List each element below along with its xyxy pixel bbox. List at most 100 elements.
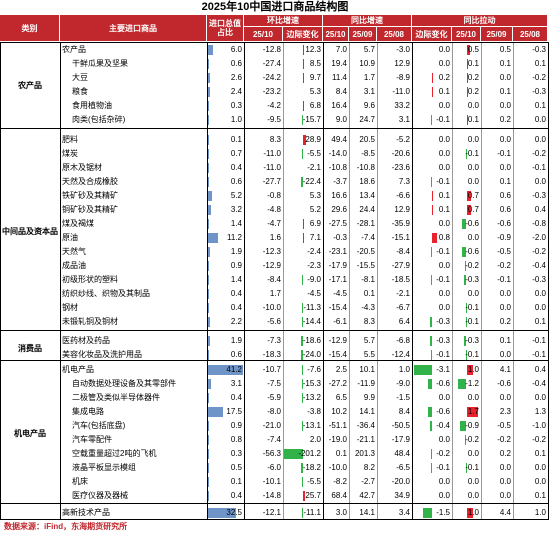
value-p1: 0.0 <box>467 101 479 110</box>
product-name: 肉类(包括杂碎) <box>72 115 126 124</box>
value-momchg: -15.3 <box>302 379 321 388</box>
value-pchg: -0.6 <box>436 379 450 388</box>
value-momchg: -22.4 <box>302 177 321 186</box>
grid-line <box>0 330 549 331</box>
value-y3: -6.8 <box>396 336 410 345</box>
value-bar <box>303 233 304 243</box>
value-bar <box>208 135 209 145</box>
value-y2: 20.5 <box>359 135 375 144</box>
grid-line <box>349 42 350 519</box>
value-bar <box>208 421 209 431</box>
value-share: 0.9 <box>230 261 242 270</box>
value-p3: -0.4 <box>532 261 546 270</box>
value-y1: -15.4 <box>328 303 347 312</box>
product-name: 高新技术产品 <box>62 508 110 517</box>
product-name: 粮食 <box>72 87 88 96</box>
value-share: 0.1 <box>230 135 242 144</box>
value-bar <box>284 449 303 459</box>
value-bar <box>301 393 303 403</box>
grid-line <box>412 42 413 519</box>
value-share: 1.0 <box>230 115 242 124</box>
value-y1: 16.6 <box>331 191 347 200</box>
value-share: 17.5 <box>226 407 242 416</box>
value-bar <box>208 365 243 375</box>
value-p3: 1.3 <box>534 407 546 416</box>
value-momchg: -24.0 <box>302 350 321 359</box>
value-p2: 0.0 <box>499 477 511 486</box>
header-yoy-2510: 25/10 <box>323 27 348 41</box>
grid-line <box>244 42 245 519</box>
value-momchg: -15.7 <box>302 115 321 124</box>
product-name: 医药材及药品 <box>62 336 110 345</box>
value-share: 0.3 <box>230 449 242 458</box>
value-momchg: 5.2 <box>309 205 321 214</box>
value-p3: -0.2 <box>532 435 546 444</box>
value-p1: 0.0 <box>467 177 479 186</box>
grid-line <box>283 42 284 519</box>
value-y3: -50.5 <box>391 421 410 430</box>
value-bar <box>464 275 467 285</box>
value-share: 0.7 <box>230 149 242 158</box>
value-bar <box>465 350 467 360</box>
value-bar <box>430 449 432 459</box>
value-p3: 0.0 <box>534 303 546 312</box>
value-mom: -4.2 <box>267 101 281 110</box>
value-y1: 16.4 <box>331 101 347 110</box>
value-pchg: 0.0 <box>438 491 450 500</box>
data-source-note: 数据来源：iFind，东海期货研究所 <box>4 522 128 531</box>
value-p3: 0.0 <box>534 289 546 298</box>
value-momchg: -14.4 <box>302 317 321 326</box>
value-mom: -7.5 <box>267 379 281 388</box>
value-p3: -0.4 <box>532 379 546 388</box>
value-p3: -0.1 <box>532 163 546 172</box>
value-bar <box>301 115 303 125</box>
value-momchg: 2.0 <box>309 435 321 444</box>
value-p2: 0.2 <box>499 449 511 458</box>
value-bar <box>208 350 209 360</box>
value-y2: 10.1 <box>359 365 375 374</box>
value-y3: 12.9 <box>394 59 410 68</box>
product-name: 纺织纱线、织物及其制品 <box>62 289 150 298</box>
value-p3: 0.1 <box>534 59 546 68</box>
value-p3: -0.3 <box>532 45 546 54</box>
value-y3: 3.1 <box>398 115 410 124</box>
value-bar <box>208 303 209 313</box>
value-bar <box>300 350 303 360</box>
value-p1: 0.1 <box>467 59 479 68</box>
value-y1: 3.0 <box>335 508 347 517</box>
value-p2: -0.5 <box>497 421 511 430</box>
value-mom: -18.3 <box>262 350 281 359</box>
value-mom: 8.3 <box>269 135 281 144</box>
value-y1: -27.2 <box>328 379 347 388</box>
header-mom-change: 边际变化 <box>283 27 322 41</box>
value-share: 2.4 <box>230 87 242 96</box>
value-y2: 14.1 <box>359 407 375 416</box>
value-y2: 8.2 <box>363 463 375 472</box>
value-y3: -5.2 <box>396 135 410 144</box>
value-bar <box>466 508 474 518</box>
value-y3: 1.0 <box>398 365 410 374</box>
value-p1: 0.0 <box>467 393 479 402</box>
value-bar <box>208 261 209 271</box>
value-p2: 0.0 <box>499 303 511 312</box>
value-y1: 7.0 <box>335 45 347 54</box>
value-p1: -0.6 <box>465 247 479 256</box>
value-y2: 0.1 <box>363 289 375 298</box>
value-y1: -10.8 <box>328 163 347 172</box>
value-bar <box>208 407 223 417</box>
value-p1: 0.0 <box>467 163 479 172</box>
product-name: 铁矿砂及其精矿 <box>62 191 118 200</box>
value-y3: -6.5 <box>396 463 410 472</box>
value-y3: 3.4 <box>398 508 410 517</box>
value-y2: -11.9 <box>357 379 375 388</box>
value-bar <box>432 205 433 215</box>
product-name: 汽车(包括底盘) <box>72 421 126 430</box>
value-bar <box>465 303 467 313</box>
value-bar <box>208 379 211 389</box>
product-name: 自动数据处理设备及其零部件 <box>72 379 176 388</box>
product-name: 原木及锯材 <box>62 163 102 172</box>
value-bar <box>432 87 433 97</box>
value-p3: 0.0 <box>534 177 546 186</box>
value-y1: -17.9 <box>328 261 347 270</box>
value-y3: 12.9 <box>394 205 410 214</box>
